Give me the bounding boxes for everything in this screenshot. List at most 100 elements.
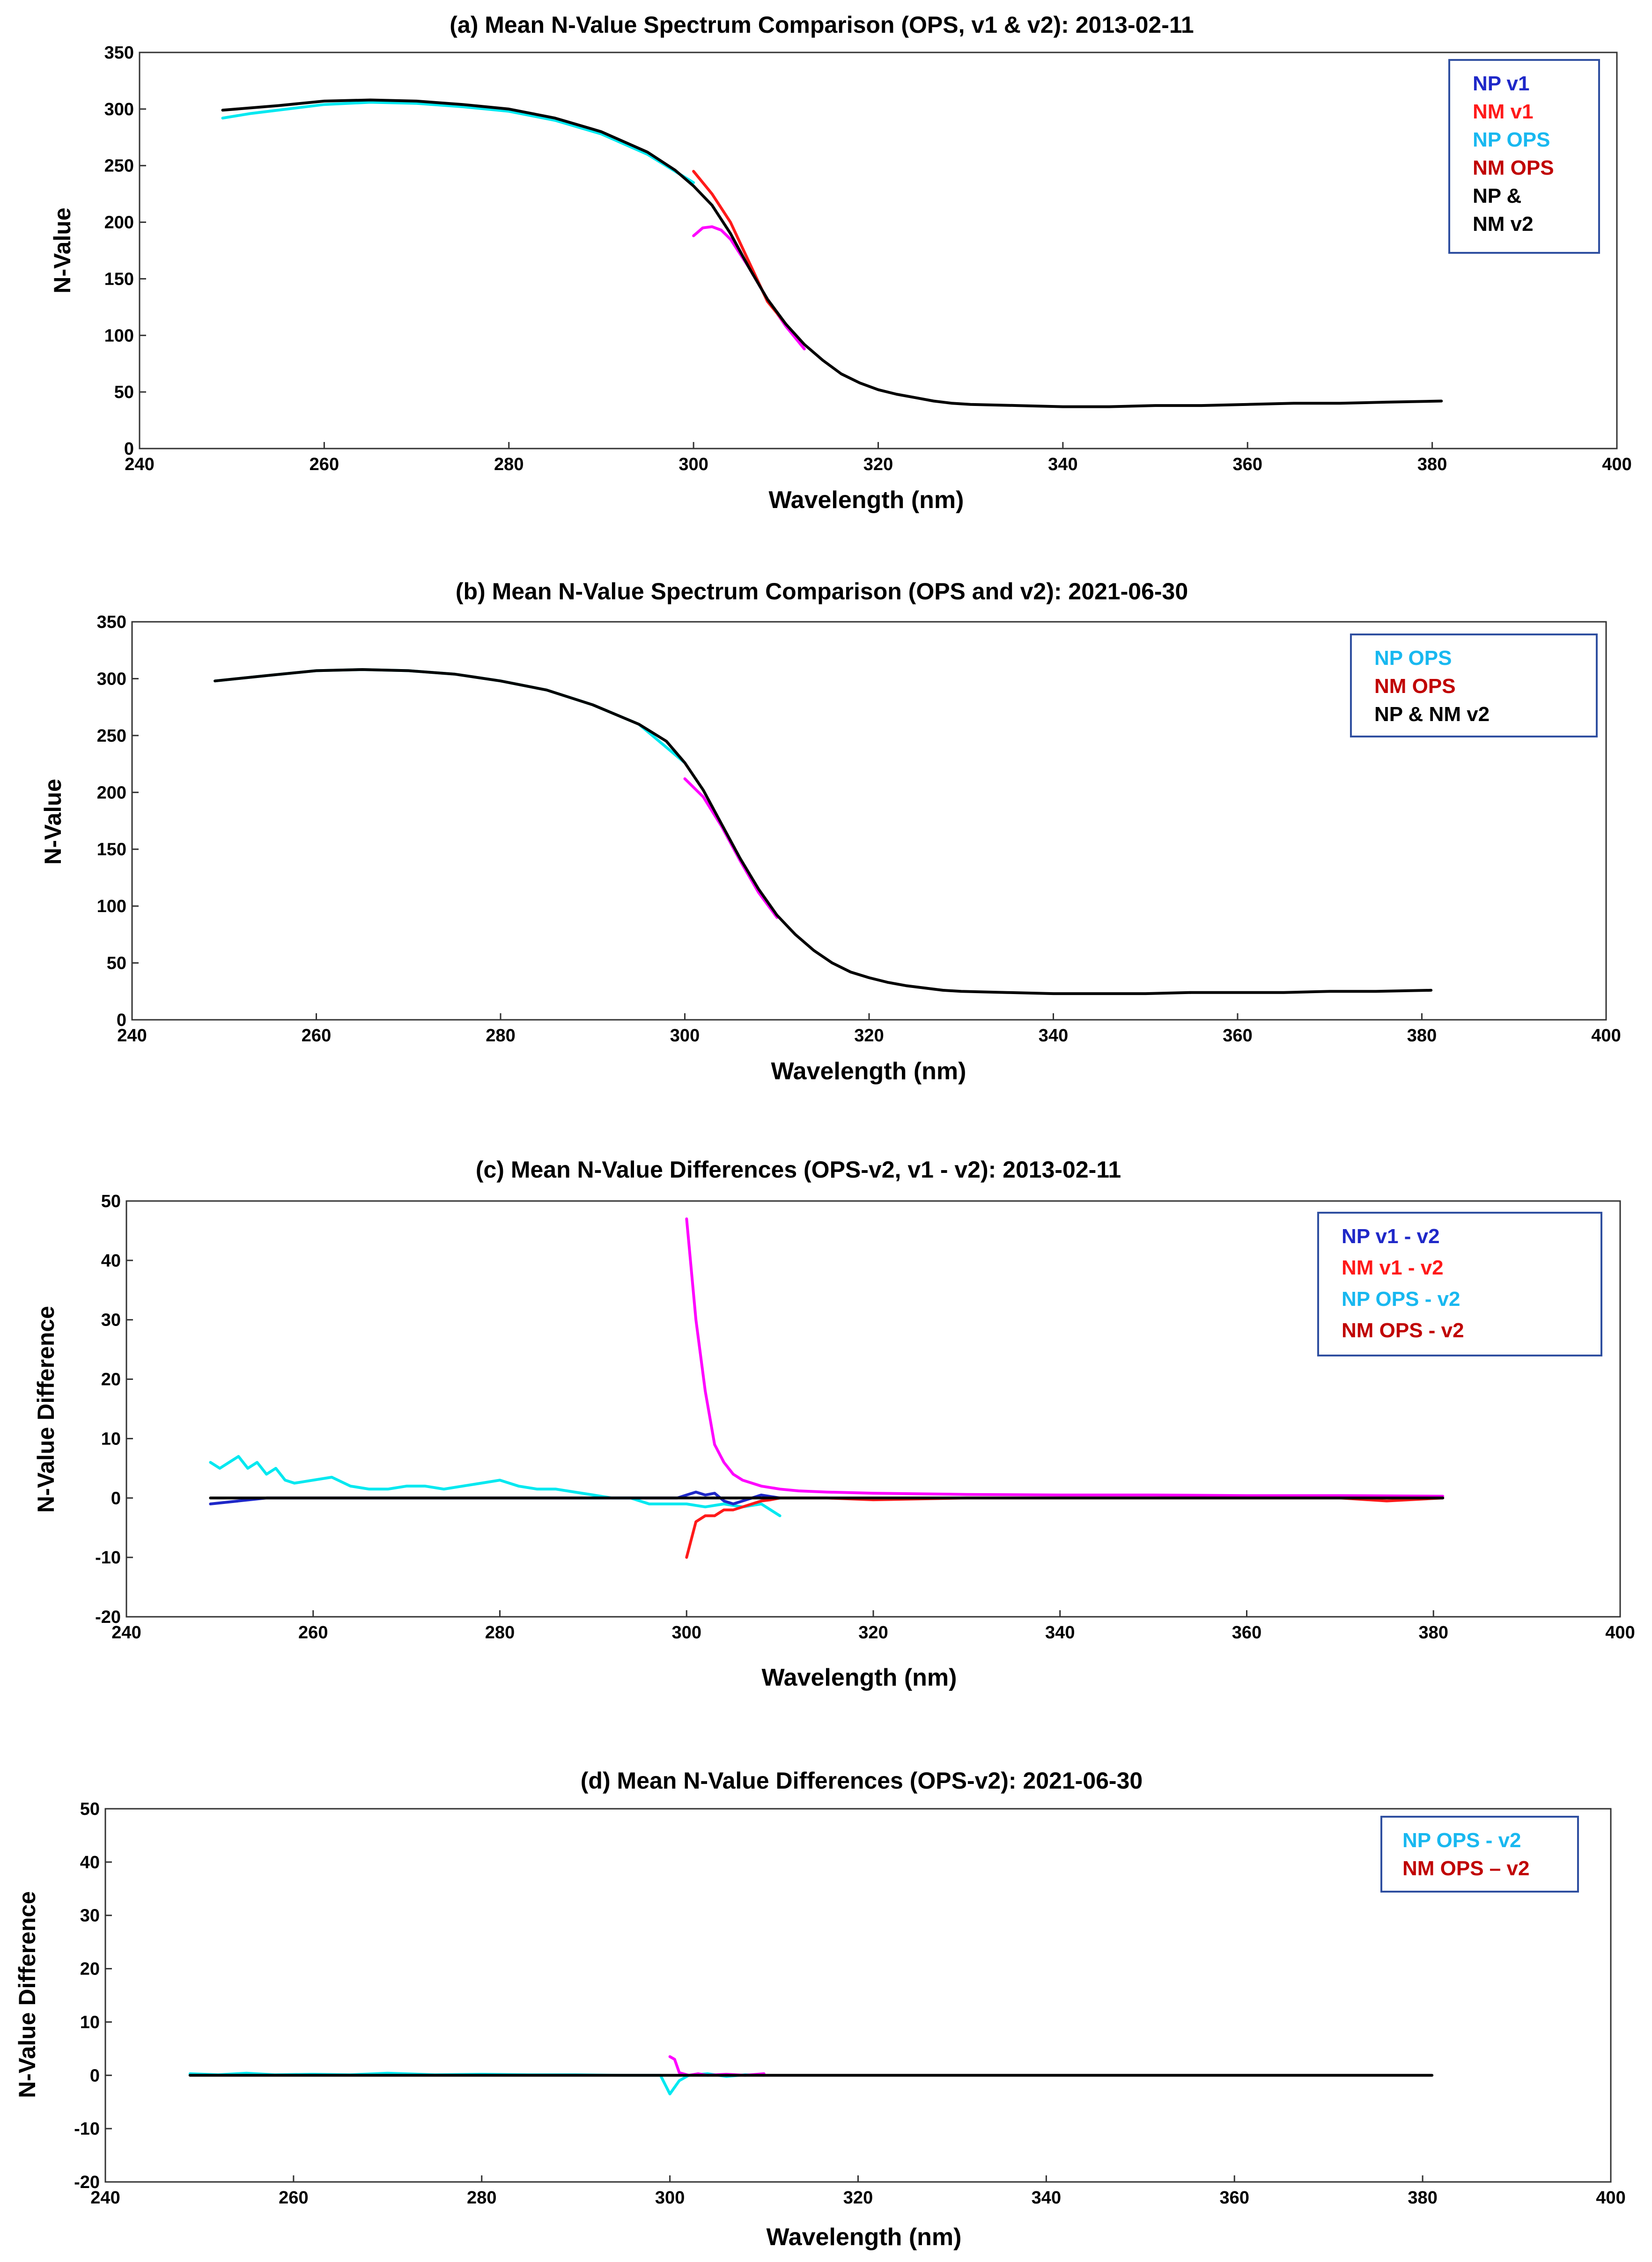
panel-c-x-label: Wavelength (nm)	[762, 1664, 957, 1691]
panel-a-y-tick-label: 100	[104, 326, 134, 346]
panel-a-x-tick-label: 360	[1233, 455, 1262, 474]
panel-a-legend-nm-ops: NM OPS	[1473, 156, 1554, 179]
panel-c: (c) Mean N-Value Differences (OPS-v2, v1…	[33, 1157, 1635, 1691]
panel-a-series-np-nm-v2	[221, 98, 1443, 408]
panel-d-title: (d) Mean N-Value Differences (OPS-v2): 2…	[581, 1768, 1143, 1794]
panel-a-legend-nm-v2: NM v2	[1473, 213, 1534, 236]
panel-c-x-tick-label: 380	[1419, 1623, 1448, 1643]
panel-c-y-tick-label: 20	[101, 1370, 121, 1390]
panel-c-y-tick-label: -10	[95, 1548, 121, 1568]
panel-b-y-tick-label: 150	[97, 840, 126, 860]
panel-c-x-tick-label: 280	[485, 1623, 515, 1643]
panel-a-y-tick-label: 50	[114, 383, 134, 402]
panel-d-plot-frame	[104, 1808, 1612, 2183]
panel-c-y-tick-label: 40	[101, 1251, 121, 1271]
panel-b-y-tick-label: 350	[97, 612, 126, 632]
panel-a-x-tick-label: 320	[863, 455, 893, 474]
panel-d-y-tick-label: -10	[74, 2119, 100, 2139]
panel-d-y-tick-label: 40	[80, 1853, 100, 1872]
panel-b-x-tick-label: 380	[1407, 1026, 1437, 1046]
panel-a-x-label: Wavelength (nm)	[769, 486, 964, 514]
panel-a-y-tick-label: 200	[104, 213, 134, 233]
panel-b-y-tick-label: 100	[97, 897, 126, 916]
panel-b-y-tick-label: 200	[97, 783, 126, 803]
panel-c-series-nm-ops-v2	[685, 1217, 1445, 1498]
panel-b-x-tick-label: 360	[1223, 1026, 1252, 1046]
panel-d-x-tick-label: 340	[1032, 2188, 1061, 2208]
panel-a-x-tick-label: 380	[1417, 455, 1447, 474]
panel-b-x-ticks: 240 260 280 300 320 340 360 380 400	[117, 1013, 1621, 1046]
panel-c-x-tick-label: 360	[1232, 1623, 1261, 1643]
panel-d-x-ticks: 240 260 280 300 320 340 360 380 400	[90, 2175, 1626, 2208]
panel-b-x-tick-label: 240	[117, 1026, 147, 1046]
panel-a-x-tick-label: 400	[1602, 455, 1631, 474]
panel-d-x-tick-label: 300	[655, 2188, 685, 2208]
panel-c-y-tick-label: 0	[111, 1488, 121, 1508]
panel-a-y-tick-label: 300	[104, 100, 134, 119]
panel-d-x-tick-label: 240	[90, 2188, 120, 2208]
panel-b-y-tick-label: 0	[117, 1010, 126, 1030]
panel-c-x-tick-label: 400	[1605, 1623, 1635, 1643]
panel-d-x-tick-label: 360	[1220, 2188, 1249, 2208]
panel-a-legend-nm-v1: NM v1	[1473, 100, 1534, 123]
panel-d-y-tick-label: 10	[80, 2012, 100, 2032]
panel-a-y-label: N-Value	[49, 207, 75, 293]
panel-c-y-tick-label: 50	[101, 1192, 121, 1211]
panel-b-legend-box	[1350, 634, 1598, 737]
panel-d-y-label: N-Value Difference	[14, 1891, 40, 2098]
panel-c-series-np-ops-v2	[209, 1455, 782, 1518]
panel-a-plot-frame	[139, 52, 1618, 449]
panel-d-x-tick-label: 400	[1596, 2188, 1625, 2208]
panel-c-legend-np-v1-v2: NP v1 - v2	[1342, 1225, 1440, 1248]
panel-a-legend-box	[1448, 59, 1600, 254]
panel-a-x-tick-label: 240	[125, 455, 154, 474]
panel-b-legend-nm-ops: NM OPS	[1374, 675, 1456, 698]
panel-b-x-tick-label: 300	[670, 1026, 700, 1046]
panel-d-legend-nm-ops-v2: NM OPS – v2	[1402, 1857, 1529, 1880]
panel-b-y-tick-label: 250	[97, 726, 126, 746]
panel-b: (b) Mean N-Value Spectrum Comparison (OP…	[40, 578, 1621, 1085]
panel-d-series	[188, 2055, 1434, 2096]
panel-d-legend: NP OPS - v2 NM OPS – v2	[1380, 1816, 1579, 1893]
panel-d-y-tick-label: 30	[80, 1906, 100, 1926]
panel-c-x-tick-label: 340	[1045, 1623, 1075, 1643]
panel-b-x-tick-label: 280	[486, 1026, 515, 1046]
panel-a-x-ticks: 240 260 280 300 320 340 360 380 400	[125, 442, 1632, 474]
panel-c-y-tick-label: 10	[101, 1429, 121, 1449]
panel-c-legend: NP v1 - v2 NM v1 - v2 NP OPS - v2 NM OPS…	[1317, 1212, 1602, 1356]
panel-b-x-tick-label: 340	[1039, 1026, 1068, 1046]
panel-a-title: (a) Mean N-Value Spectrum Comparison (OP…	[450, 12, 1194, 38]
panel-a-x-tick-label: 260	[310, 455, 339, 474]
panel-a-series	[221, 98, 1443, 408]
panel-d-y-tick-label: 20	[80, 1960, 100, 1979]
panel-c-legend-nm-v1-v2: NM v1 - v2	[1342, 1256, 1444, 1279]
panel-d-x-label: Wavelength (nm)	[767, 2224, 962, 2251]
panel-a-legend: NP v1 NM v1 NP OPS NM OPS NP & NM v2	[1448, 59, 1600, 254]
panel-a-series-np-ops	[221, 101, 695, 184]
panel-a-y-tick-label: 0	[124, 439, 134, 459]
panel-b-y-ticks: 0 50 100 150 200 250 300 350	[97, 612, 139, 1030]
panel-c-legend-np-ops-v2: NP OPS - v2	[1342, 1288, 1460, 1311]
panel-d-legend-box	[1380, 1816, 1579, 1893]
panel-b-title: (b) Mean N-Value Spectrum Comparison (OP…	[456, 578, 1188, 604]
panel-b-legend-np-ops: NP OPS	[1374, 647, 1452, 670]
panel-c-series	[209, 1217, 1445, 1559]
panel-b-legend-np-nm-v2: NP & NM v2	[1374, 703, 1490, 726]
panel-c-title: (c) Mean N-Value Differences (OPS-v2, v1…	[476, 1157, 1121, 1183]
panel-c-legend-nm-ops-v2: NM OPS - v2	[1342, 1319, 1464, 1342]
panel-b-y-tick-label: 300	[97, 669, 126, 689]
panel-c-x-tick-label: 240	[111, 1623, 141, 1643]
panel-b-x-tick-label: 320	[854, 1026, 884, 1046]
panel-a: (a) Mean N-Value Spectrum Comparison (OP…	[49, 12, 1632, 514]
panel-b-series	[214, 668, 1433, 995]
panel-c-legend-box	[1317, 1212, 1602, 1356]
panel-d: (d) Mean N-Value Differences (OPS-v2): 2…	[14, 1768, 1626, 2251]
panel-c-y-tick-label: 30	[101, 1311, 121, 1330]
panel-c-x-tick-label: 300	[672, 1623, 701, 1643]
panel-d-x-tick-label: 380	[1408, 2188, 1437, 2208]
panel-b-y-label: N-Value	[40, 779, 66, 864]
panel-b-y-tick-label: 50	[107, 954, 126, 973]
panel-d-y-tick-label: -20	[74, 2173, 100, 2192]
panel-b-series-np-nm-v2	[214, 668, 1433, 995]
